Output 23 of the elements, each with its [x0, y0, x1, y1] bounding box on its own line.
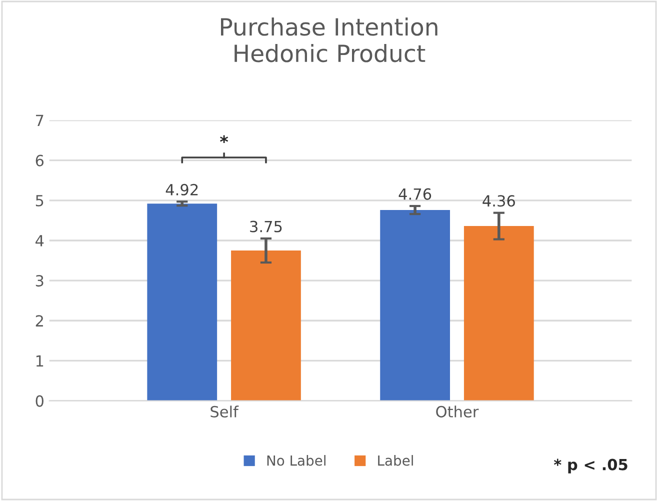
data-label: 4.92: [166, 184, 198, 196]
legend-label: Label: [378, 455, 413, 466]
y-tick-label: 0: [36, 395, 44, 407]
chart-title: Purchase Intention Hedonic Product: [221, 18, 438, 62]
annotation: *: [220, 135, 228, 144]
bar: [231, 250, 301, 401]
data-label: 3.75: [250, 220, 282, 232]
y-tick-label: 4: [36, 235, 44, 246]
y-tick-label: 7: [36, 114, 44, 126]
bar: [380, 210, 450, 401]
text: * p < .05: [554, 458, 628, 474]
y-tick-label: 6: [36, 154, 44, 166]
legend-label: No Label: [267, 455, 326, 466]
y-tick-label: 1: [36, 355, 44, 367]
y-tick-label: 3: [36, 275, 44, 287]
x-tick-label: Self: [210, 406, 239, 418]
y-tick-label: 2: [36, 315, 43, 326]
bar: [464, 226, 534, 401]
bar: [147, 204, 218, 401]
data-label: 4.36: [482, 195, 515, 207]
data-label: 4.76: [398, 188, 432, 200]
x-tick-label: Other: [436, 406, 479, 418]
y-tick-label: 5: [36, 195, 44, 206]
